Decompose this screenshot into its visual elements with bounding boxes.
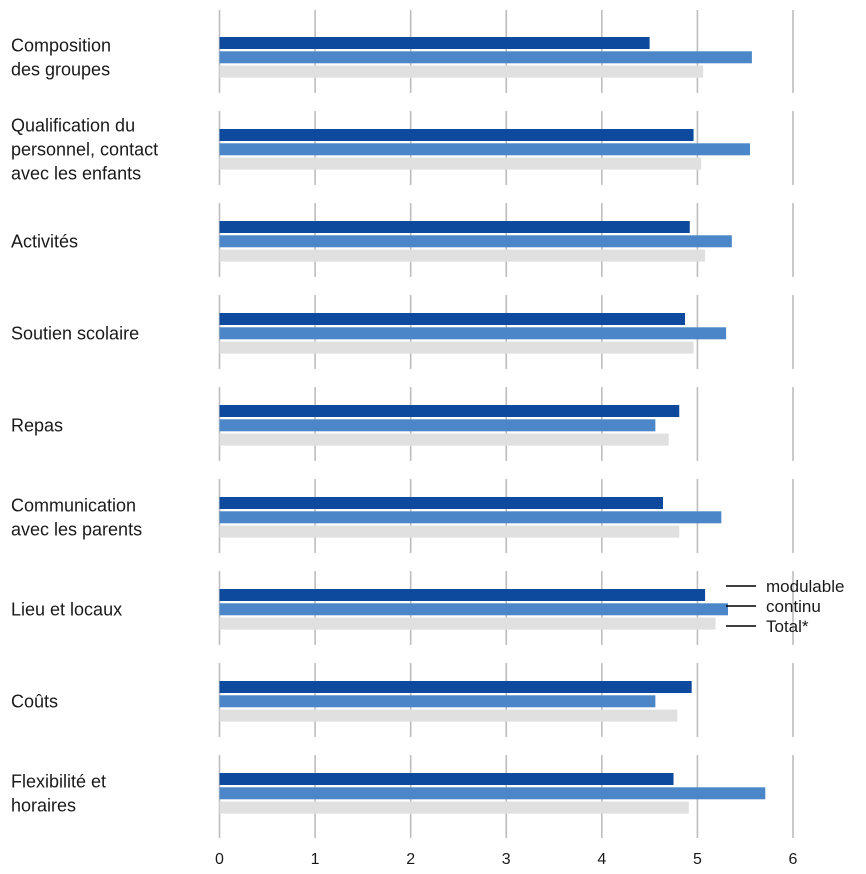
bar-modulable-7: [219, 589, 706, 601]
category-label: Communication avec les parents: [11, 495, 142, 539]
category-label-line: Repas: [11, 415, 63, 435]
category-label: Coûts: [11, 691, 58, 711]
bar-continu-6: [219, 511, 722, 524]
bar-modulable-6: [219, 497, 664, 509]
bar-total-7: [219, 617, 716, 630]
category-label-line: Flexibilité et: [11, 771, 106, 791]
bar-total-5: [219, 433, 669, 446]
bar-total-2: [219, 157, 702, 170]
bar-continu-2: [219, 143, 750, 156]
bar-continu-3: [219, 235, 732, 248]
category-label-line: des groupes: [11, 59, 110, 79]
bar-total-1: [219, 65, 704, 78]
x-tick-label: 3: [502, 851, 511, 868]
bar-total-9: [219, 801, 689, 814]
bar-total-8: [219, 709, 678, 722]
bars: [219, 37, 766, 814]
x-tick-label: 5: [693, 851, 702, 868]
legend-label: continu: [766, 597, 821, 616]
category-label-line: personnel, contact: [11, 139, 158, 159]
category-label: Activités: [11, 231, 78, 251]
bar-continu-7: [219, 603, 729, 616]
bar-total-6: [219, 525, 680, 538]
bar-modulable-2: [219, 129, 694, 141]
bar-modulable-8: [219, 681, 692, 693]
bar-modulable-4: [219, 313, 685, 325]
category-label: Qualification du personnel, contact avec l…: [11, 115, 158, 183]
bar-modulable-1: [219, 37, 650, 49]
category-label-line: Composition: [11, 35, 111, 55]
x-axis-ticks: 0 1 2 3 4 5 6: [215, 851, 798, 868]
x-tick-label: 4: [597, 851, 606, 868]
category-label: Flexibilité et horaires: [11, 771, 106, 815]
category-labels: Composition des groupes Qualification du pe…: [11, 35, 158, 815]
category-label-line: Communication: [11, 495, 136, 515]
bar-total-4: [219, 341, 694, 354]
category-label: Soutien scolaire: [11, 323, 139, 343]
legend-label: Total*: [766, 617, 809, 636]
bar-continu-9: [219, 787, 766, 800]
bar-continu-8: [219, 695, 656, 708]
x-tick-label: 0: [215, 851, 224, 868]
category-label-line: Coûts: [11, 691, 58, 711]
category-label: Lieu et locaux: [11, 599, 122, 619]
bar-continu-4: [219, 327, 727, 340]
bar-modulable-5: [219, 405, 680, 417]
category-label-line: Lieu et locaux: [11, 599, 122, 619]
category-label-line: horaires: [11, 795, 76, 815]
category-label-line: Qualification du: [11, 115, 135, 135]
bar-total-3: [219, 249, 706, 262]
category-label-line: Activités: [11, 231, 78, 251]
legend-label: modulable: [766, 577, 844, 596]
category-label-line: avec les parents: [11, 519, 142, 539]
x-tick-label: 6: [789, 851, 798, 868]
bar-modulable-3: [219, 221, 690, 233]
bar-modulable-9: [219, 773, 674, 785]
bar-continu-1: [219, 51, 752, 64]
bar-continu-5: [219, 419, 656, 432]
category-label: Composition des groupes: [11, 35, 111, 79]
category-label-line: Soutien scolaire: [11, 323, 139, 343]
x-tick-label: 1: [311, 851, 320, 868]
category-label: Repas: [11, 415, 63, 435]
x-tick-label: 2: [406, 851, 415, 868]
category-label-line: avec les enfants: [11, 163, 141, 183]
